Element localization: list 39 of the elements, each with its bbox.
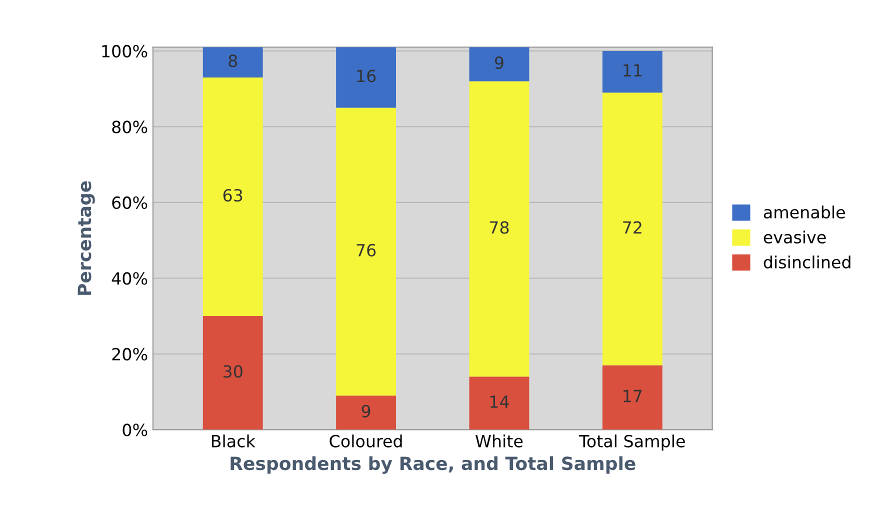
bar (469, 81, 530, 377)
legend-label: amenable (764, 206, 845, 219)
x-tick-label: Coloured (330, 434, 402, 448)
x-tick-label: Total Sample (578, 434, 685, 451)
data-label: 9 (494, 56, 504, 70)
data-label: 30 (224, 365, 242, 378)
data-label: 72 (623, 221, 642, 234)
x-tick-label: White (476, 434, 523, 448)
y-tick-label: 40% (112, 272, 148, 285)
bar (602, 365, 662, 430)
x-tick-label: Black (212, 434, 256, 448)
bar (336, 396, 396, 430)
bar (602, 50, 662, 93)
legend-label: disinclined (764, 256, 850, 268)
data-label: 9 (362, 404, 370, 418)
bar (469, 376, 530, 430)
x-axis-title: Respondents by Race, and Total Sample (230, 456, 636, 474)
bar (202, 47, 263, 78)
data-label: 11 (624, 64, 642, 76)
y-tick-label: 60% (112, 196, 148, 210)
y-tick-label: 20% (112, 348, 148, 360)
data-label: 76 (356, 244, 376, 257)
legend-label: evasive (764, 230, 826, 244)
bar (602, 92, 662, 366)
bar (336, 108, 396, 396)
data-label: 16 (357, 70, 376, 82)
bar (469, 47, 530, 82)
y-tick-label: 0% (122, 424, 148, 436)
y-axis-title: Percentage (78, 181, 95, 295)
bar (336, 47, 396, 108)
data-label: 17 (624, 390, 642, 402)
data-label: 8 (228, 54, 238, 68)
data-label: 14 (490, 396, 509, 408)
bar (202, 77, 263, 316)
data-label: 78 (490, 221, 509, 234)
y-tick-label: 100% (102, 44, 148, 58)
y-tick-label: 80% (112, 120, 148, 134)
bar (202, 316, 263, 430)
data-label: 63 (223, 188, 242, 202)
